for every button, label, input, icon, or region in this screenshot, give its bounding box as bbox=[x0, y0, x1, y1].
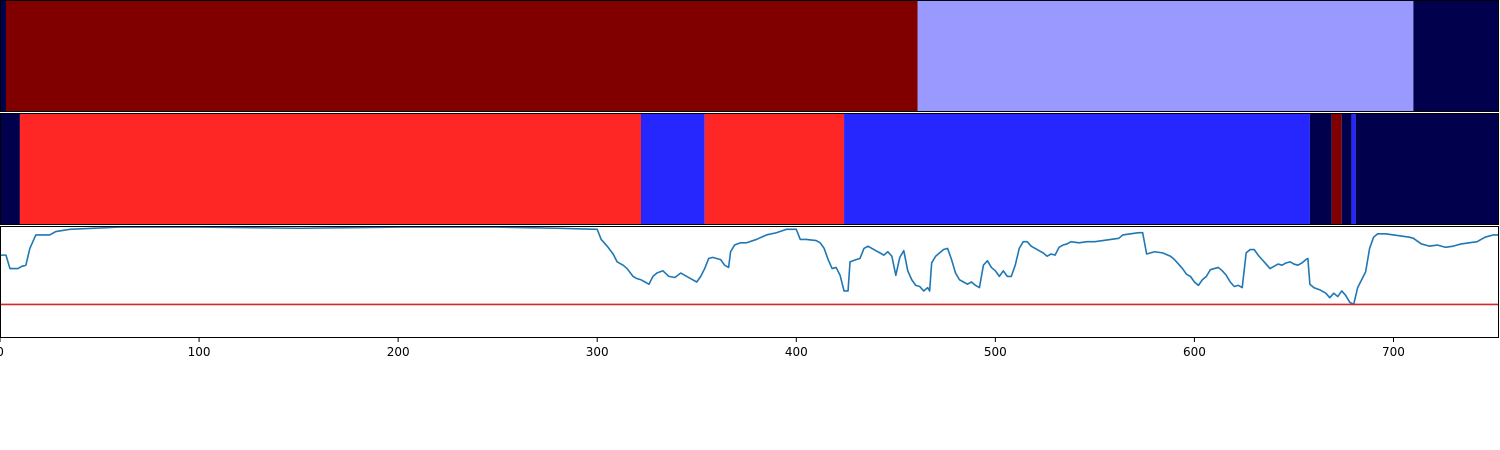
heatmap-panel-top bbox=[0, 0, 1499, 112]
heatmap-segment-2 bbox=[917, 0, 1414, 112]
x-tick-label: 300 bbox=[586, 345, 609, 359]
heatmap-segment-2 bbox=[641, 113, 705, 225]
heatmap-segment-8 bbox=[1351, 113, 1356, 225]
x-tick-label: 200 bbox=[387, 345, 410, 359]
heatmap-segment-0 bbox=[0, 0, 6, 112]
x-tick-label: 400 bbox=[785, 345, 808, 359]
heatmap-segment-0 bbox=[0, 113, 20, 225]
plot-background bbox=[0, 226, 1499, 338]
x-tick-label: 600 bbox=[1183, 345, 1206, 359]
heatmap-segment-3 bbox=[1413, 0, 1499, 112]
series-line bbox=[0, 226, 1499, 306]
heatmap-frame bbox=[0, 113, 1499, 225]
heatmap-segment-9 bbox=[1355, 113, 1499, 225]
x-tick-label: 500 bbox=[984, 345, 1007, 359]
x-tick-label: 100 bbox=[188, 345, 211, 359]
x-tick-label: 0 bbox=[0, 345, 4, 359]
heatmap-segment-3 bbox=[704, 113, 845, 225]
heatmap-panel-middle bbox=[0, 113, 1499, 225]
line-panel-bottom: 0 100 200 300 400 500 600 700 bbox=[0, 226, 1499, 359]
heatmap-segment-4 bbox=[844, 113, 1310, 225]
heatmap-segment-7 bbox=[1341, 113, 1352, 225]
heatmap-segment-6 bbox=[1331, 113, 1342, 225]
x-tick-label: 700 bbox=[1382, 345, 1405, 359]
heatmap-segment-1 bbox=[19, 113, 642, 225]
heatmap-segment-5 bbox=[1309, 113, 1332, 225]
heatmap-frame bbox=[0, 0, 1499, 112]
plot-frame bbox=[0, 226, 1499, 338]
heatmap-segment-1 bbox=[5, 0, 918, 112]
